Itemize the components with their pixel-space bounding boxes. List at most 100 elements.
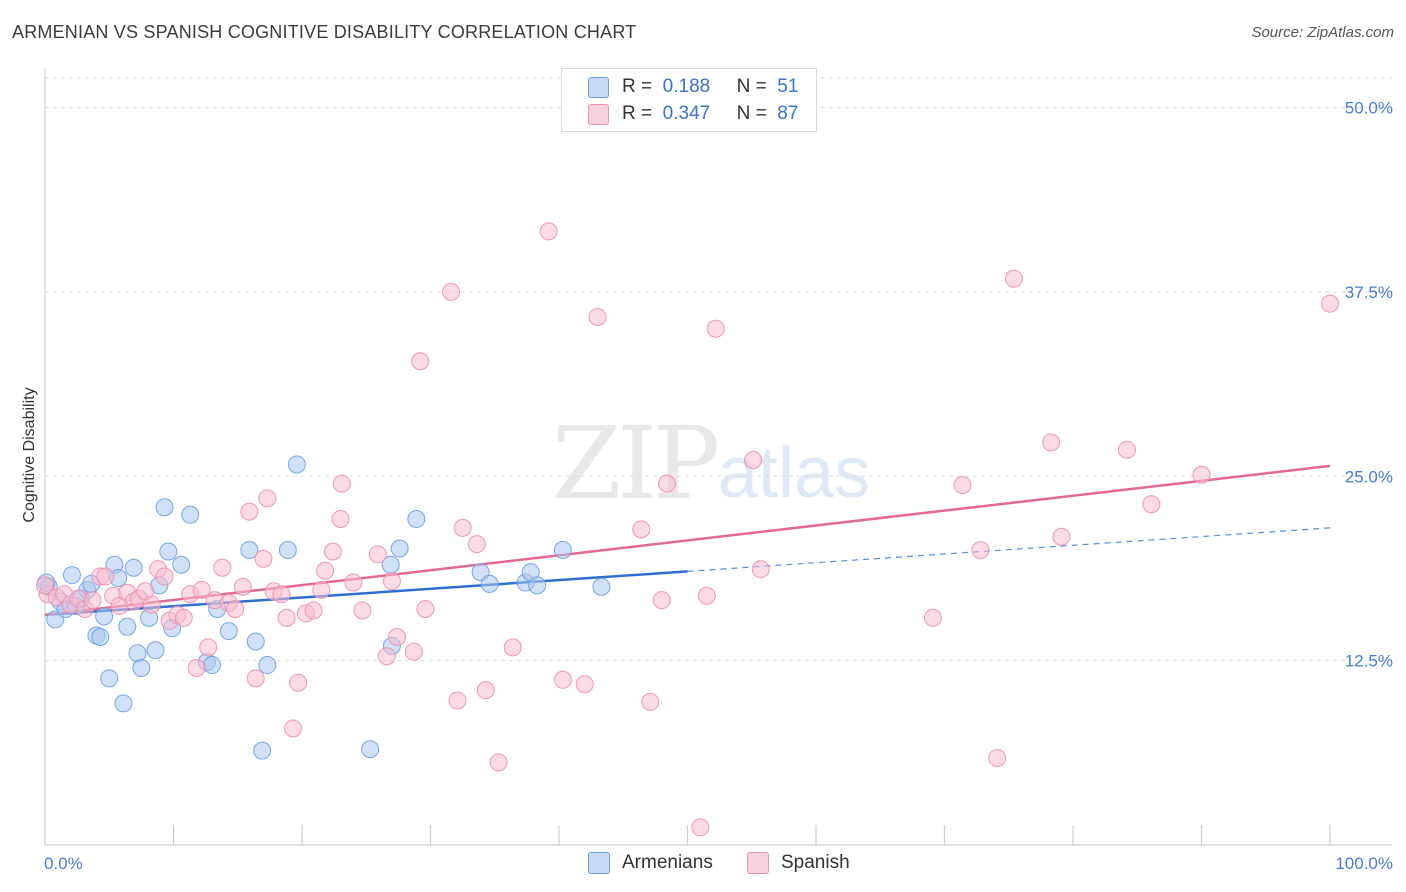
spanish-swatch	[747, 852, 769, 874]
spanish-point	[453, 518, 472, 537]
spanish-point	[377, 647, 396, 666]
spanish-trend-line	[44, 464, 1331, 617]
y-axis-label: Cognitive Disability	[21, 387, 38, 522]
y-tick-label: 50.0%	[1345, 99, 1393, 118]
spanish-point	[404, 642, 423, 661]
spanish-point	[706, 319, 725, 338]
spanish-point	[382, 571, 401, 590]
spanish-point	[36, 576, 54, 595]
armenians-swatch	[588, 852, 610, 874]
x-tick-label: 0.0%	[44, 854, 83, 873]
spanish-point	[971, 541, 990, 559]
spanish-point	[246, 669, 265, 688]
spanish-point	[1321, 294, 1339, 313]
spanish-point	[353, 601, 372, 620]
spanish-point	[187, 659, 206, 677]
spanish-point	[289, 673, 308, 692]
spanish-point	[575, 675, 594, 694]
spanish-point	[411, 352, 430, 371]
spanish-point	[467, 535, 486, 554]
armenian-point	[100, 669, 119, 688]
watermark-atlas: atlas	[718, 433, 871, 513]
spanish-point	[652, 591, 671, 610]
armenians-label: Armenians	[622, 852, 713, 873]
spanish-point	[1192, 465, 1211, 484]
spanish-point	[539, 222, 558, 241]
armenian-point	[480, 574, 499, 593]
spanish-point	[641, 692, 660, 711]
spanish-point	[1142, 495, 1161, 514]
spanish-point	[312, 580, 331, 599]
armenian-point	[246, 632, 265, 651]
armenian-point	[219, 622, 238, 641]
legend-swatch-spanish	[588, 104, 609, 125]
spanish-point	[923, 608, 942, 627]
legend-n-label: N =	[736, 103, 767, 124]
chart-title: ARMENIAN VS SPANISH COGNITIVE DISABILITY…	[12, 22, 637, 42]
spanish-point	[258, 489, 277, 508]
armenian-point	[62, 566, 81, 585]
spanish-label: Spanish	[781, 852, 850, 873]
spanish-point	[1042, 433, 1061, 452]
spanish-point	[284, 719, 303, 738]
spanish-point	[304, 601, 323, 620]
x-tick-label: 100.0%	[1335, 854, 1393, 873]
spanish-point	[489, 753, 508, 772]
legend-n-label: N =	[736, 76, 767, 97]
armenian-point	[95, 607, 114, 626]
armenian-point	[132, 659, 151, 677]
spanish-point	[96, 567, 115, 586]
legend-r-value: 0.188	[662, 76, 711, 97]
spanish-point	[233, 577, 252, 596]
spanish-point	[751, 560, 770, 579]
spanish-point	[226, 600, 245, 618]
axes	[44, 68, 1392, 846]
legend-r-label: R =	[622, 76, 653, 97]
spanish-point	[697, 586, 716, 605]
armenian-point	[155, 498, 174, 517]
armenian-point	[361, 740, 380, 759]
spanish-point	[174, 608, 193, 627]
spanish-point	[553, 670, 572, 689]
armenian-point	[390, 539, 409, 558]
spanish-point	[344, 573, 363, 592]
legend-n-value: 87	[777, 103, 799, 124]
armenian-point	[528, 576, 547, 595]
spanish-point	[588, 307, 607, 326]
armenian-point	[172, 555, 191, 574]
y-tick-label: 37.5%	[1345, 283, 1393, 302]
data-points	[36, 222, 1339, 837]
spanish-point	[388, 628, 407, 647]
spanish-point	[155, 567, 174, 586]
legend-r-label: R =	[622, 103, 653, 124]
spanish-point	[442, 282, 461, 301]
tick-labels: 12.5% 25.0% 37.5% 50.0% 0.0% 100.0%	[44, 99, 1393, 874]
spanish-point	[988, 748, 1007, 767]
grid-lines	[45, 77, 1392, 662]
spanish-point	[254, 549, 273, 568]
y-tick-label: 25.0%	[1345, 467, 1393, 486]
spanish-point	[83, 591, 102, 610]
armenian-point	[118, 617, 137, 636]
armenian-trend-extension	[687, 527, 1331, 572]
armenian-point	[592, 577, 611, 596]
armenian-point	[159, 542, 178, 561]
watermark-zip: ZIP	[552, 405, 720, 522]
armenian-point	[114, 694, 133, 713]
spanish-point	[240, 502, 259, 521]
spanish-point	[1117, 440, 1136, 459]
spanish-point	[199, 638, 218, 657]
spanish-point	[192, 580, 211, 599]
spanish-point	[1052, 527, 1071, 546]
spanish-point	[657, 474, 676, 493]
spanish-point	[316, 561, 335, 580]
spanish-point	[691, 818, 710, 837]
armenian-point	[258, 656, 277, 675]
spanish-point	[142, 595, 161, 614]
spanish-point	[1004, 269, 1023, 288]
armenian-point	[128, 644, 147, 663]
spanish-point	[503, 638, 522, 657]
spanish-point	[448, 691, 467, 710]
armenian-point	[253, 741, 272, 760]
